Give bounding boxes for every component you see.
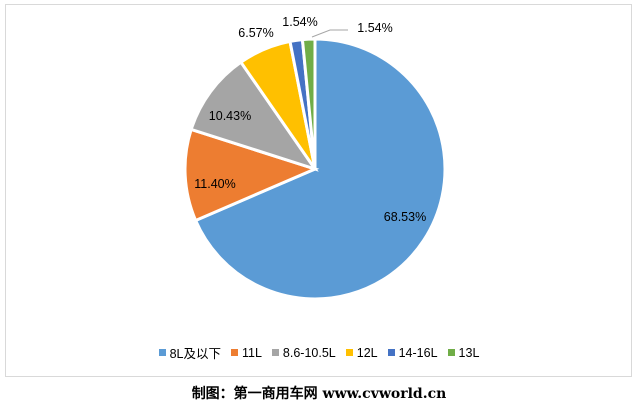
legend-label: 8.6-10.5L <box>282 345 336 360</box>
legend-item: 13L <box>447 343 480 362</box>
legend-swatch <box>230 349 238 356</box>
data-label-0: 68.53% <box>384 210 426 224</box>
data-label-1: 11.40% <box>194 177 235 191</box>
pie-slice-0 <box>193 37 447 301</box>
legend-item: 8.6-10.5L <box>271 343 336 362</box>
legend-item: 8L及以下 <box>158 343 221 362</box>
legend-swatch <box>447 349 455 356</box>
legend-label: 12L <box>356 345 378 360</box>
chart-frame <box>5 4 632 377</box>
legend: 8L及以下 11L 8.6-10.5L 12L 14-16L 13L <box>0 343 638 362</box>
data-label-4: 1.54% <box>282 15 317 29</box>
leader-line <box>311 29 348 38</box>
legend-swatch <box>158 349 166 356</box>
legend-item: 11L <box>230 343 262 362</box>
legend-swatch <box>345 349 353 356</box>
legend-swatch <box>271 349 279 356</box>
legend-label: 8L及以下 <box>169 347 221 361</box>
pie-chart: 68.53% 11.40% 10.43% 6.57% 1.54% 1.54% <box>183 15 447 301</box>
pie-slice-2 <box>189 60 319 172</box>
legend-swatch <box>387 349 395 356</box>
legend-item: 14-16L <box>387 343 438 362</box>
data-label-2: 10.43% <box>209 109 251 123</box>
legend-item: 12L <box>345 343 378 362</box>
legend-label: 14-16L <box>398 345 438 360</box>
data-label-3: 6.57% <box>238 26 273 40</box>
legend-label: 11L <box>241 345 262 360</box>
caption: 制图：第一商用车网 www.cvworld.cn <box>191 386 447 402</box>
pie-slice-1 <box>183 127 320 223</box>
legend-label: 13L <box>458 345 480 360</box>
pie-slice-5 <box>300 37 317 170</box>
data-label-5: 1.54% <box>357 21 392 35</box>
